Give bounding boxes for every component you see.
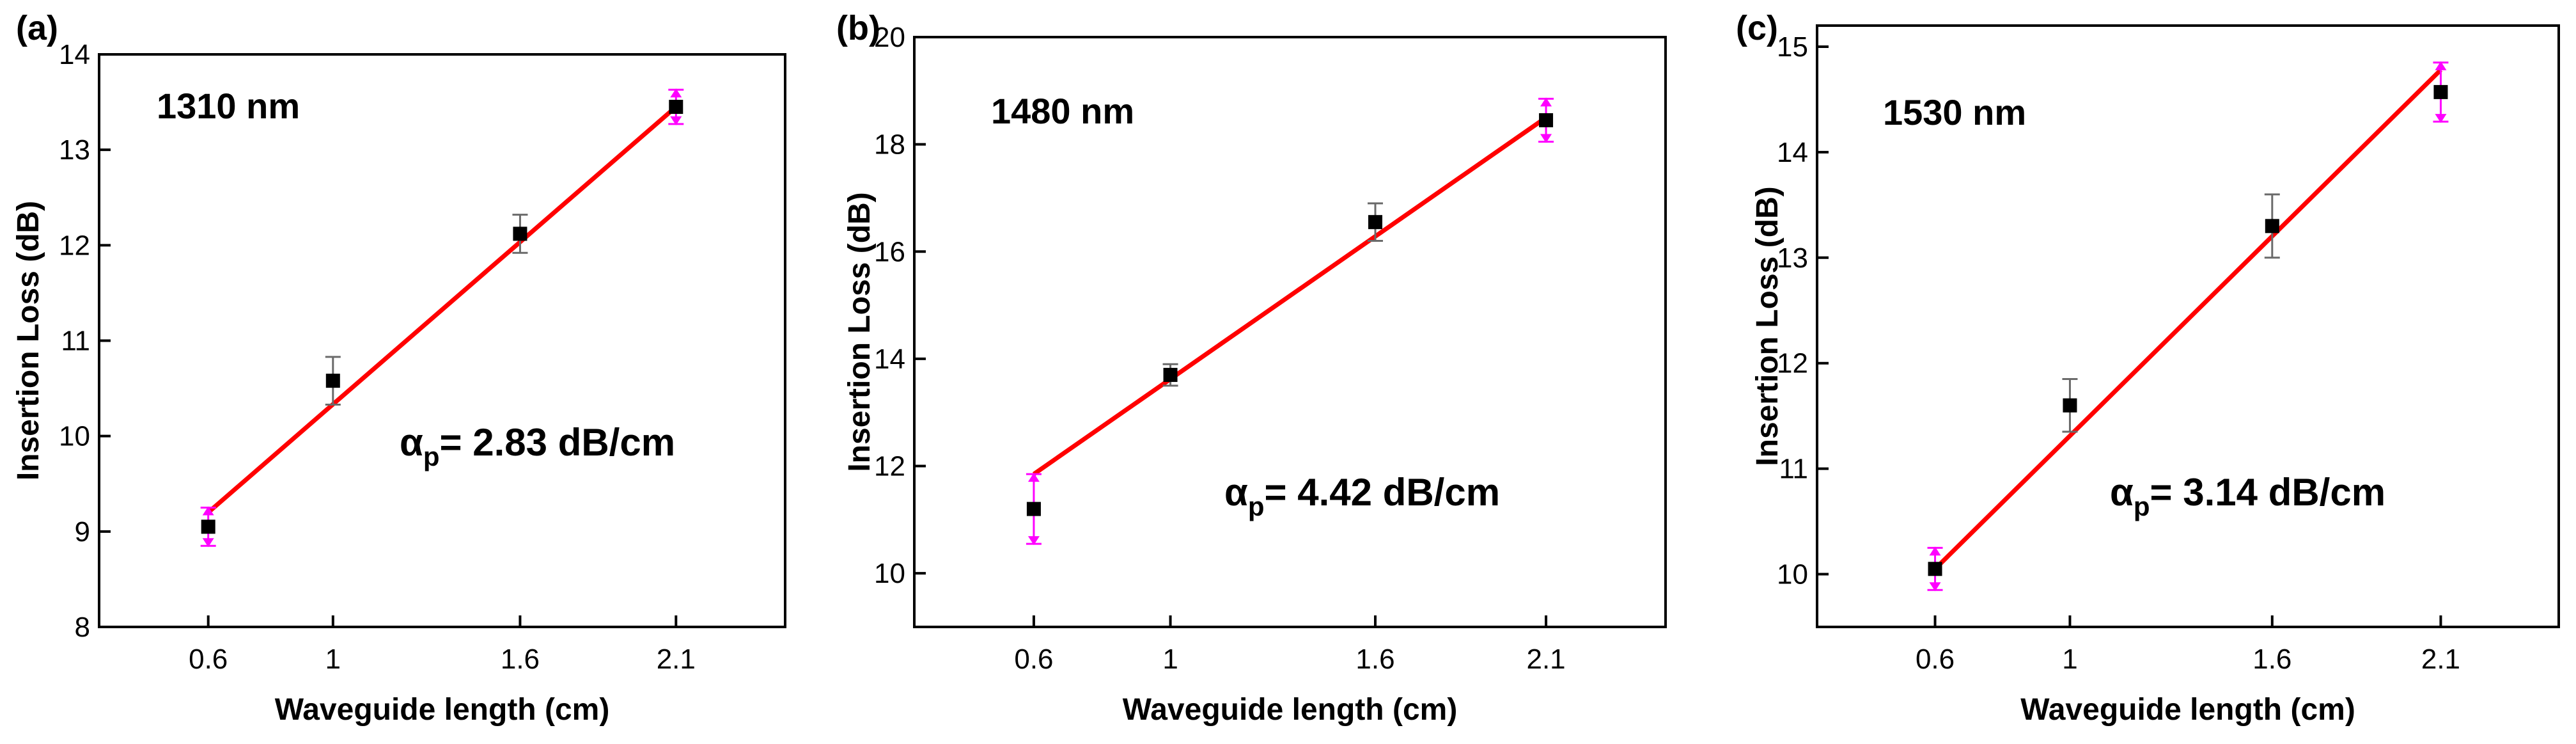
linear-fit-line (1933, 68, 2442, 571)
alpha-symbol: α (1224, 471, 1248, 514)
y-tick-label: 18 (874, 129, 905, 161)
error-bar (1927, 546, 1943, 592)
alpha-symbol: α (2110, 471, 2134, 514)
wavelength-annotation: 1480 nm (991, 91, 1134, 131)
data-point (2265, 219, 2279, 233)
wavelength-annotation: 1310 nm (157, 86, 300, 126)
x-tick-label: 0.6 (1014, 644, 1053, 675)
data-point (201, 519, 215, 534)
error-arrow-up (1027, 473, 1040, 482)
y-tick-label: 14 (1777, 137, 1808, 168)
y-axis-label: Insertion Loss (dB) (843, 192, 877, 471)
loss-coefficient-annotation: αp= 4.42 dB/cm (1224, 471, 1500, 521)
alpha-subscript: p (1248, 491, 1265, 521)
x-axis-label: Waveguide length (cm) (1123, 693, 1458, 727)
error-arrow-up (1540, 97, 1552, 107)
data-point (2433, 84, 2448, 99)
alpha-subscript: p (423, 441, 440, 471)
linear-fit-line (1032, 115, 1548, 476)
linear-fit-line (207, 105, 678, 514)
x-tick-label: 0.6 (1916, 644, 1955, 675)
y-tick-label: 14 (59, 39, 90, 70)
y-tick-label: 13 (1777, 242, 1808, 274)
error-arrow-down (2435, 114, 2447, 123)
y-axis-label: Insertion Loss (dB) (1751, 186, 1784, 466)
y-tick-label: 11 (61, 326, 90, 357)
x-tick-label: 1.6 (501, 644, 540, 675)
wavelength-annotation: 1530 nm (1883, 92, 2026, 132)
data-point (1026, 502, 1041, 516)
x-tick-label: 2.1 (657, 644, 696, 675)
x-tick-label: 1.6 (2252, 644, 2291, 675)
data-point (2063, 398, 2077, 413)
panel-letter: (c) (1736, 9, 1778, 47)
error-arrow-up (2435, 61, 2447, 70)
x-tick-label: 1.6 (1355, 644, 1394, 675)
y-tick-label: 13 (59, 134, 90, 166)
error-arrow-up (202, 506, 214, 516)
alpha-value: = 2.83 dB/cm (440, 421, 676, 464)
x-axis-label: Waveguide length (cm) (2020, 693, 2355, 727)
x-tick-label: 1 (325, 644, 341, 675)
x-tick-label: 1 (1162, 644, 1178, 675)
x-tick-label: 1 (2062, 644, 2077, 675)
y-tick-label: 14 (874, 344, 905, 375)
panel-letter: (a) (16, 9, 58, 47)
alpha-symbol: α (400, 421, 423, 464)
y-axis-label: Insertion Loss (dB) (12, 201, 45, 480)
panel-letter: (b) (836, 9, 880, 47)
data-point (669, 100, 683, 115)
y-tick-label: 12 (59, 230, 90, 261)
y-tick-label: 16 (874, 236, 905, 267)
error-arrow-down (1540, 134, 1552, 143)
y-tick-label: 15 (1777, 31, 1808, 63)
alpha-value: = 3.14 dB/cm (2150, 471, 2386, 514)
chart-panel-1: 8 9 10 11 12 13 14 0.6 1 1.6 2.1 Waveguide length (… (12, 9, 786, 727)
y-tick-label: 20 (874, 22, 905, 53)
y-tick-label: 10 (59, 421, 90, 452)
loss-coefficient-annotation: αp= 2.83 dB/cm (400, 421, 675, 471)
y-tick-label: 10 (1777, 559, 1808, 590)
error-arrow-up (1929, 546, 1941, 556)
x-tick-label: 2.1 (1526, 644, 1565, 675)
y-tick-label: 12 (874, 451, 905, 482)
alpha-subscript: p (2134, 491, 2150, 521)
y-tick-label: 11 (1779, 454, 1808, 485)
chart-panel-3: 10 11 12 13 14 15 0.6 1 1.6 2.1 Waveguide length (… (1736, 9, 2560, 727)
plot-frame (98, 53, 786, 628)
data-point (1928, 562, 1942, 576)
error-arrow-down (1027, 536, 1040, 546)
error-arrow-up (670, 88, 682, 98)
y-tick-label: 10 (874, 558, 905, 589)
x-tick-label: 0.6 (189, 644, 228, 675)
data-point (325, 374, 340, 388)
error-arrow-down (670, 116, 682, 125)
error-arrow-down (202, 538, 214, 548)
y-tick-label: 8 (75, 612, 90, 643)
plot-frame (913, 36, 1667, 628)
data-point (1163, 368, 1178, 383)
plot-frame (1816, 24, 2560, 628)
error-arrow-down (1929, 582, 1941, 592)
loss-coefficient-annotation: αp= 3.14 dB/cm (2110, 471, 2385, 521)
data-point (513, 226, 527, 241)
data-point (1539, 113, 1554, 127)
x-axis-label: Waveguide length (cm) (275, 693, 610, 727)
chart-panel-2: 10 12 14 16 18 20 0.6 1 1.6 2.1 Waveguide length (… (836, 9, 1667, 727)
y-tick-label: 9 (75, 516, 90, 548)
y-tick-label: 12 (1777, 348, 1808, 379)
data-point (1368, 215, 1383, 230)
x-tick-label: 2.1 (2421, 644, 2460, 675)
alpha-value: = 4.42 dB/cm (1265, 471, 1501, 514)
